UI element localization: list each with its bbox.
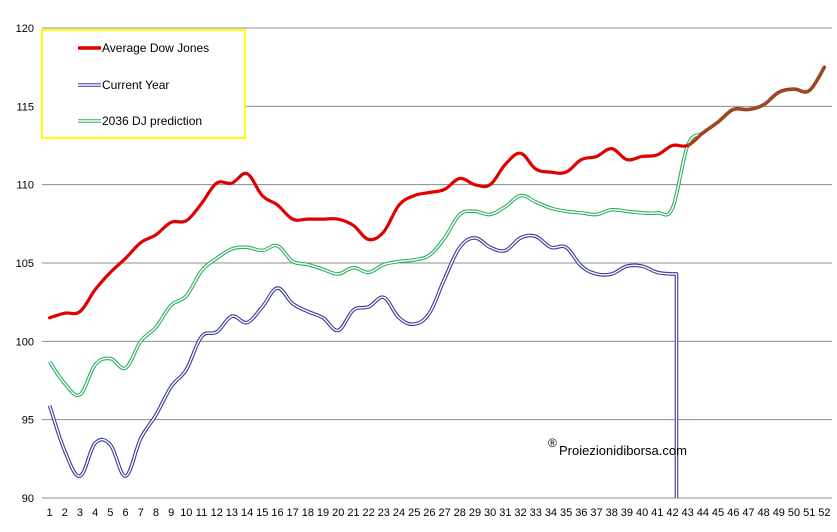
y-tick-label: 110: [16, 180, 34, 192]
x-tick-label: 27: [438, 507, 450, 519]
watermark-text: Proiezionidiborsa.com: [559, 443, 687, 458]
x-axis-ticks: 1 2 3 4 5 6 7 8 9 10 11 12 13 14 15 16 17 18 19 20 21 22 23 24 2…: [47, 507, 831, 519]
x-tick-label: 6: [122, 507, 128, 519]
x-tick-label: 23: [378, 507, 390, 519]
legend-item-1: Current Year: [78, 78, 169, 92]
x-tick-label: 10: [180, 507, 192, 519]
y-tick-label: 90: [22, 493, 34, 505]
x-tick-label: 31: [499, 507, 511, 519]
x-tick-label: 3: [77, 507, 83, 519]
x-tick-label: 38: [606, 507, 618, 519]
legend-label: Current Year: [102, 78, 169, 92]
watermark-registered-symbol: ®: [548, 436, 557, 450]
x-tick-label: 46: [727, 507, 739, 519]
y-axis-ticks: 90 95 100 105 110 115 120: [16, 23, 34, 505]
merged-segment: [686, 66, 826, 147]
x-tick-label: 52: [818, 507, 830, 519]
grid-lines: [42, 27, 832, 499]
legend-label: 2036 DJ prediction: [102, 114, 202, 128]
x-tick-label: 16: [271, 507, 283, 519]
x-tick-label: 32: [514, 507, 526, 519]
x-tick-label: 17: [287, 507, 299, 519]
series-1: [47, 233, 679, 498]
legend-box: [41, 29, 246, 139]
x-tick-label: 28: [454, 507, 466, 519]
legend-label: Average Dow Jones: [102, 41, 209, 55]
series-line-inner: [49, 66, 825, 397]
x-tick-label: 30: [484, 507, 496, 519]
x-tick-label: 1: [47, 507, 53, 519]
x-tick-label: 18: [302, 507, 314, 519]
x-tick-label: 45: [712, 507, 724, 519]
y-tick-label: 105: [16, 258, 34, 270]
x-tick-label: 9: [168, 507, 174, 519]
x-tick-label: 37: [590, 507, 602, 519]
x-tick-label: 35: [560, 507, 572, 519]
x-tick-label: 33: [530, 507, 542, 519]
x-tick-label: 21: [347, 507, 359, 519]
x-tick-label: 2: [62, 507, 68, 519]
y-tick-label: 100: [16, 336, 34, 348]
x-tick-label: 7: [138, 507, 144, 519]
x-tick-label: 8: [153, 507, 159, 519]
series-line-inner: [48, 234, 678, 498]
x-tick-label: 44: [697, 507, 709, 519]
y-tick-label: 115: [16, 101, 34, 113]
legend: Average Dow Jones Current Year 2036 DJ pre…: [41, 29, 246, 139]
legend-item-2: 2036 DJ prediction: [78, 114, 202, 128]
x-tick-label: 43: [682, 507, 694, 519]
y-tick-label: 95: [22, 415, 34, 427]
x-tick-label: 5: [107, 507, 113, 519]
legend-item-0: Average Dow Jones: [78, 41, 209, 55]
x-tick-label: 48: [758, 507, 770, 519]
series-lines: [47, 65, 826, 498]
x-tick-label: 22: [363, 507, 375, 519]
merged-overlay-line: [686, 66, 826, 147]
x-tick-label: 39: [621, 507, 633, 519]
watermark: ® Proiezionidiborsa.com: [548, 436, 687, 458]
x-tick-label: 4: [92, 507, 98, 519]
x-tick-label: 50: [788, 507, 800, 519]
x-tick-label: 25: [408, 507, 420, 519]
x-tick-label: 20: [332, 507, 344, 519]
x-tick-label: 24: [393, 507, 405, 519]
x-tick-label: 19: [317, 507, 329, 519]
x-tick-label: 47: [742, 507, 754, 519]
x-tick-label: 26: [423, 507, 435, 519]
x-tick-label: 15: [256, 507, 268, 519]
x-tick-label: 34: [545, 507, 557, 519]
x-tick-label: 29: [469, 507, 481, 519]
x-tick-label: 12: [211, 507, 223, 519]
x-tick-label: 42: [666, 507, 678, 519]
x-tick-label: 41: [651, 507, 663, 519]
y-tick-label: 120: [16, 23, 34, 35]
x-tick-label: 14: [241, 507, 253, 519]
x-tick-label: 40: [636, 507, 648, 519]
x-tick-label: 51: [803, 507, 815, 519]
x-tick-label: 49: [773, 507, 785, 519]
x-tick-label: 13: [226, 507, 238, 519]
x-tick-label: 11: [196, 507, 207, 519]
x-tick-label: 36: [575, 507, 587, 519]
series-2: [48, 66, 826, 398]
